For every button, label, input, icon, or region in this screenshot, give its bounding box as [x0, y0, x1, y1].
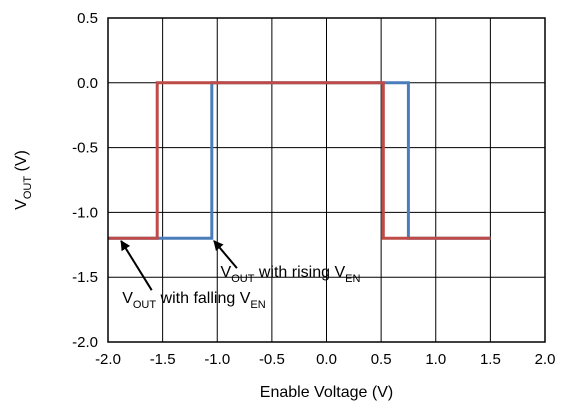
x-axis-label: Enable Voltage (V): [260, 384, 393, 401]
series-group: [108, 81, 491, 240]
annotation-arrow: [213, 240, 238, 269]
y-tick-label: -1.5: [72, 269, 98, 286]
annotation-label: VOUT with falling VEN: [122, 290, 266, 311]
tick-labels: -2.0 -1.5 -1.0 -0.5 0.0 0.5 1.0 1.5 2.0 0.5 0.0 -0.…: [72, 10, 555, 368]
x-tick-label: -2.0: [95, 351, 121, 368]
x-tick-label: 2.0: [535, 351, 556, 368]
x-tick-label: -1.0: [204, 351, 230, 368]
x-tick-label: 1.0: [425, 351, 446, 368]
annotation-arrow: [120, 240, 153, 291]
x-tick-label: -1.5: [150, 351, 176, 368]
x-tick-label: -0.5: [259, 351, 285, 368]
series-line-2: [108, 81, 491, 240]
y-tick-label: -1.0: [72, 204, 98, 221]
annotation-label: VOUT with rising VEN: [221, 264, 361, 285]
y-tick-label: 0.0: [77, 75, 98, 92]
x-tick-label: 1.5: [480, 351, 501, 368]
series-line-1: [108, 81, 491, 240]
annotations: VOUT with rising VEN VOUT with falling VE…: [120, 240, 361, 311]
y-axis-label: VOUT (V): [13, 150, 34, 210]
x-tick-label: 0.5: [371, 351, 392, 368]
plot-frame: [107, 17, 546, 343]
y-tick-label: -0.5: [72, 140, 98, 157]
y-tick-label: 0.5: [77, 10, 98, 27]
y-tick-label: -2.0: [72, 334, 98, 351]
x-tick-label: 0.0: [316, 351, 337, 368]
